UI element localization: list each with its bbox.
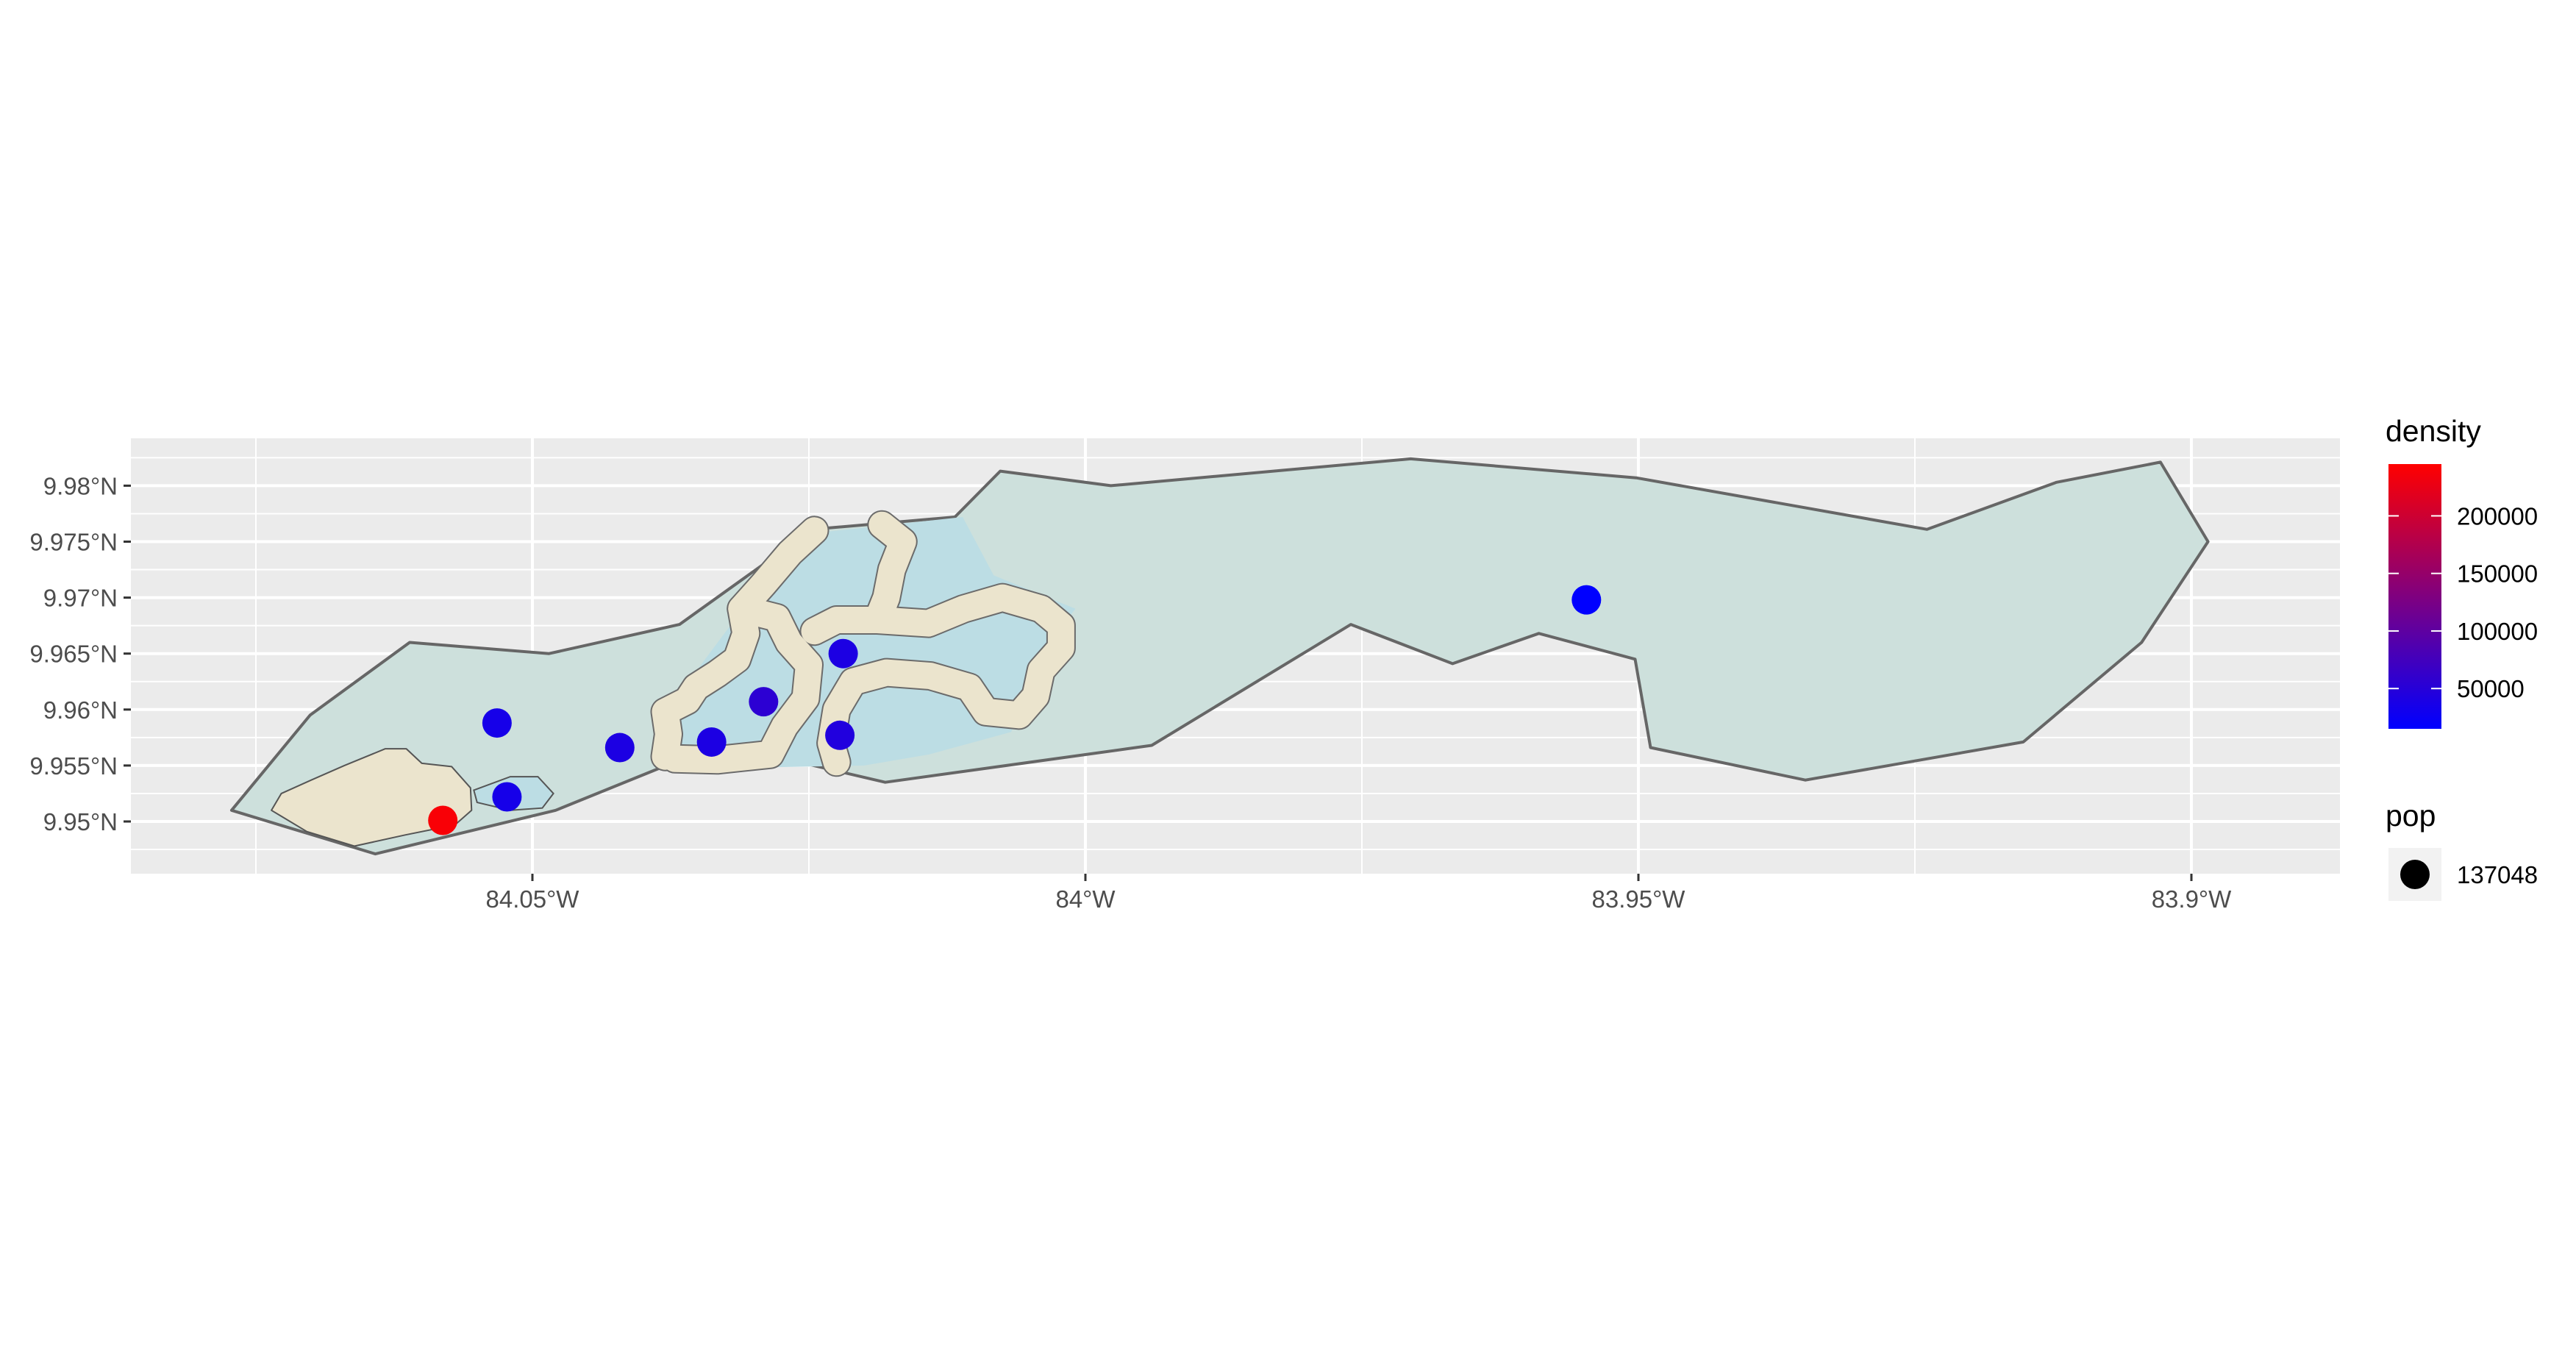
data-point bbox=[492, 782, 522, 812]
legend-pop-title: pop bbox=[2386, 799, 2436, 833]
data-point bbox=[482, 708, 512, 738]
x-tick-label: 84°W bbox=[1055, 885, 1116, 913]
land-bands bbox=[650, 510, 1076, 777]
x-tick-label: 83.95°W bbox=[1592, 885, 1686, 913]
data-point bbox=[825, 720, 855, 750]
land-band bbox=[662, 595, 822, 774]
data-points bbox=[428, 585, 1602, 835]
data-point bbox=[696, 727, 727, 757]
y-tick-label: 9.95°N bbox=[43, 808, 118, 835]
legend-pop: pop 137048 bbox=[2386, 799, 2538, 901]
land-band bbox=[652, 517, 828, 770]
y-tick-label: 9.96°N bbox=[43, 696, 118, 724]
data-point bbox=[749, 687, 779, 717]
data-point bbox=[828, 638, 858, 669]
density-legend-label-150000: 150000 bbox=[2457, 560, 2538, 588]
land-band bbox=[801, 511, 916, 645]
density-colorbar bbox=[2388, 464, 2441, 729]
y-axis: 9.95°N 9.955°N 9.96°N 9.965°N 9.97°N 9.975°N 9… bbox=[29, 472, 131, 835]
data-point bbox=[428, 805, 458, 835]
x-axis: 84.05°W 84°W 83.95°W 83.9°W bbox=[486, 874, 2232, 913]
x-tick-label: 84.05°W bbox=[486, 885, 580, 913]
y-tick-label: 9.98°N bbox=[43, 472, 118, 499]
density-legend-label-100000: 100000 bbox=[2457, 618, 2538, 645]
y-tick-label: 9.975°N bbox=[29, 529, 118, 556]
map-panel bbox=[131, 438, 2340, 874]
land-band bbox=[818, 584, 1074, 776]
legend-density-title: density bbox=[2386, 414, 2481, 448]
data-point bbox=[604, 732, 635, 763]
legend-density: density 50000 100000 150000 200000 bbox=[2386, 414, 2538, 729]
y-tick-label: 9.97°N bbox=[43, 585, 118, 612]
y-tick-label: 9.955°N bbox=[29, 752, 118, 780]
density-legend-label-50000: 50000 bbox=[2457, 675, 2525, 702]
legend-pop-label: 137048 bbox=[2457, 861, 2538, 888]
x-tick-label: 83.9°W bbox=[2152, 885, 2232, 913]
y-tick-label: 9.965°N bbox=[29, 641, 118, 668]
density-legend-label-200000: 200000 bbox=[2457, 502, 2538, 530]
legend-pop-key-symbol bbox=[2400, 860, 2430, 889]
land-patch bbox=[271, 748, 473, 847]
density-colorbar-ticks bbox=[2388, 515, 2441, 690]
data-point bbox=[1571, 585, 1602, 615]
